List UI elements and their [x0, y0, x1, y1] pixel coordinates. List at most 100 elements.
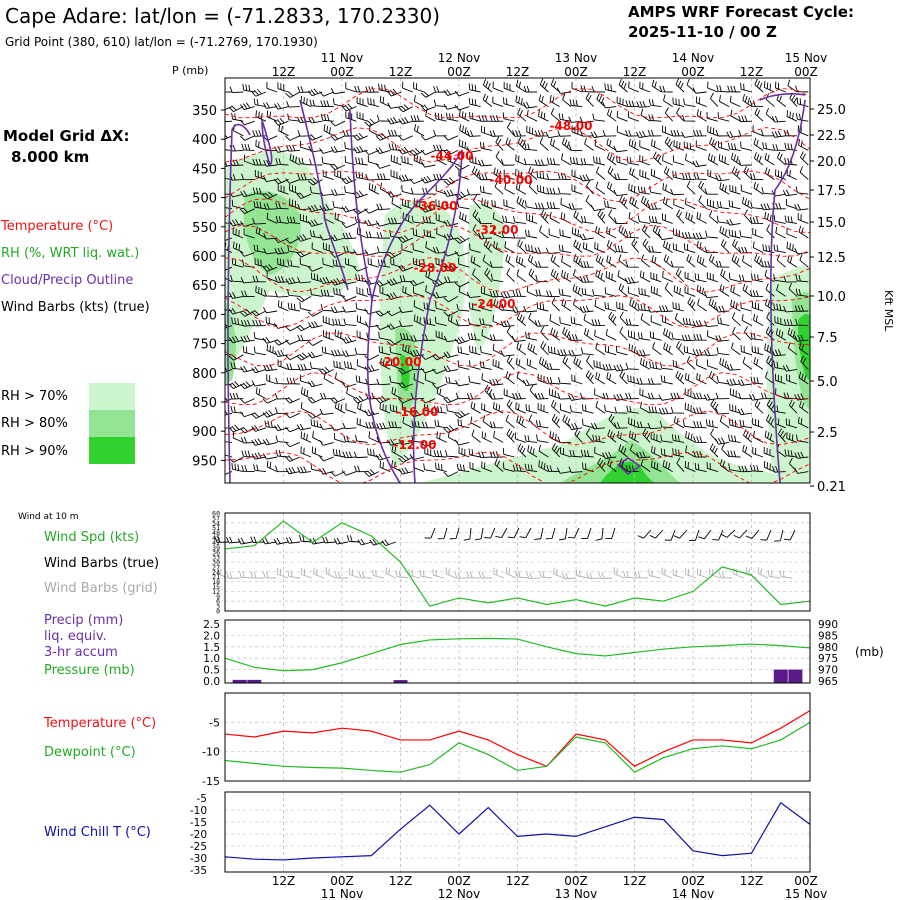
wind-tick-label: 0: [216, 608, 220, 616]
pressure-ticks: 350 400 450 500 550 600 650 700 750 800 850 900 950: [192, 104, 225, 469]
pressure-tick-label: 800: [192, 367, 217, 382]
legend-wind-chill: Wind Chill T (°C): [44, 825, 151, 840]
wind-tick-label: 6: [216, 598, 220, 606]
precip-pressure-panel: [224, 619, 811, 684]
height-tick-label: 12.5: [817, 251, 846, 266]
top-hour-label: 00Z: [794, 65, 818, 79]
legend-rh80: RH > 80%: [1, 416, 68, 431]
precip-bar: [247, 679, 262, 683]
legend-cloud: Cloud/Precip Outline: [1, 273, 133, 288]
temperature-line: [224, 710, 811, 768]
bottom-hour-label: 00Z: [330, 874, 354, 888]
dewpoint-line: [224, 721, 811, 773]
top-date-label: 11 Nov: [321, 51, 364, 65]
wind-tick-label: 3: [216, 603, 220, 611]
cross-section-gridlines: [283, 78, 752, 483]
height-tick-label: 25.0: [817, 103, 846, 118]
legend-wind-barbs-true: Wind Barbs (true): [44, 556, 159, 571]
pressure-tick-label-right: 975: [818, 653, 838, 665]
isotherm-label: -36.00: [415, 199, 458, 213]
legend-precip: Precip (mm): [44, 613, 123, 628]
pressure-tick-label: 900: [192, 425, 217, 440]
precip-bar: [773, 669, 788, 683]
isotherm-label: -40.00: [490, 173, 533, 187]
bottom-hour-label: 00Z: [794, 874, 818, 888]
temperature-ticks: -5 -10 -15: [202, 716, 220, 788]
top-hour-label: 00Z: [681, 65, 705, 79]
precip-tick-label: 0.5: [203, 665, 220, 677]
isotherm-label: -28.00: [414, 261, 457, 275]
top-hour-label: 00Z: [330, 65, 354, 79]
legend-wind-barbs: Wind Barbs (kts) (true): [1, 300, 150, 315]
top-hour-label: 12Z: [272, 65, 296, 79]
height-tick-label: 17.5: [817, 184, 846, 199]
height-tick-label: 20.0: [817, 155, 846, 170]
height-tick-label: 15.0: [817, 216, 846, 231]
top-hour-label: 12Z: [740, 65, 764, 79]
wind-chill-tick-label: -20: [190, 829, 207, 841]
top-hour-label: 12Z: [506, 65, 530, 79]
wind-tick-label: 33: [212, 554, 220, 562]
forecast-cycle-value: 2025-11-10 / 00 Z: [628, 23, 777, 41]
legend-rh: RH (%, WRT liq. wat.): [1, 246, 139, 261]
precip-tick-label: 1.5: [203, 642, 220, 654]
pressure-tick-label-right: 990: [818, 619, 838, 631]
precip-tick-label: 1.0: [203, 653, 220, 665]
isotherms: [225, 88, 810, 483]
pressure-tick-label: 650: [192, 279, 217, 294]
wind-tick-label: 60: [212, 510, 220, 518]
bottom-date-label: 14 Nov: [672, 887, 715, 900]
top-hour-label: 12Z: [623, 65, 647, 79]
legend-swatch-rh90: [89, 437, 135, 464]
pressure-tick-label-right: 985: [818, 630, 838, 642]
cloud-outline: [227, 93, 806, 483]
height-tick-label: 0.21: [817, 480, 846, 495]
wind-chill-tick-label: -35: [190, 865, 207, 877]
top-date-label: 15 Nov: [785, 51, 828, 65]
wind-chill-tick-label: -5: [197, 793, 207, 805]
pressure-tick-label: 850: [192, 396, 217, 411]
legend-accum: 3-hr accum: [44, 645, 118, 660]
pressure-unit-label: (mb): [855, 645, 884, 659]
height-tick-label: 7.5: [817, 331, 838, 346]
top-date-label: 13 Nov: [555, 51, 598, 65]
legend-pressure: Pressure (mb): [44, 663, 135, 678]
wind-tick-label: 51: [212, 524, 220, 532]
pressure-tick-label: 550: [192, 221, 217, 236]
temperature-tick-label: -5: [209, 716, 220, 729]
cross-section-panel: -48.00 -44.00 -40.00 -36.00 -32.00 -28.00 -24.…: [224, 77, 811, 484]
wind-tick-label: 9: [216, 593, 220, 601]
wind-tick-label: 42: [212, 539, 220, 547]
wind-chill-tick-label: -10: [190, 805, 207, 817]
true-wind-barbs: [214, 527, 796, 547]
precip-ticks: 2.52.01.51.00.50.0: [203, 619, 220, 688]
pressure-tick-label-right: 980: [818, 642, 838, 654]
wind-tick-label: 24: [212, 568, 220, 576]
legend-wind-barbs-grid: Wind Barbs (grid): [44, 581, 158, 596]
bottom-hour-label: 12Z: [740, 874, 764, 888]
isotherm-label: -44.00: [431, 149, 474, 163]
legend-liq-equiv: liq. equiv.: [44, 629, 107, 644]
wind-tick-label: 48: [212, 529, 220, 537]
pressure-tick-label: 400: [192, 133, 217, 148]
pressure-tick-label: 500: [192, 192, 217, 207]
wind-chill-ticks: -5-10-15-20-25-30-35: [190, 793, 207, 877]
legend-rh70: RH > 70%: [1, 389, 68, 404]
isotherm-labels: -48.00 -44.00 -40.00 -36.00 -32.00 -28.00 -24.…: [379, 119, 593, 452]
wind-tick-label: 27: [212, 563, 220, 571]
pressure-tick-label: 450: [192, 162, 217, 177]
grid-wind-barbs: [217, 567, 793, 580]
legend-swatch-rh80: [89, 410, 135, 437]
top-date-label: 14 Nov: [672, 51, 715, 65]
wind-chill-line: [224, 801, 811, 861]
wind-tick-label: 30: [212, 559, 220, 567]
wind-tick-label: 18: [212, 578, 220, 586]
pressure-tick-label-right: 970: [818, 665, 838, 677]
precip-bar: [232, 679, 247, 683]
temp-dewpoint-panel: [224, 692, 811, 782]
wind-tick-label: 54: [212, 519, 220, 527]
